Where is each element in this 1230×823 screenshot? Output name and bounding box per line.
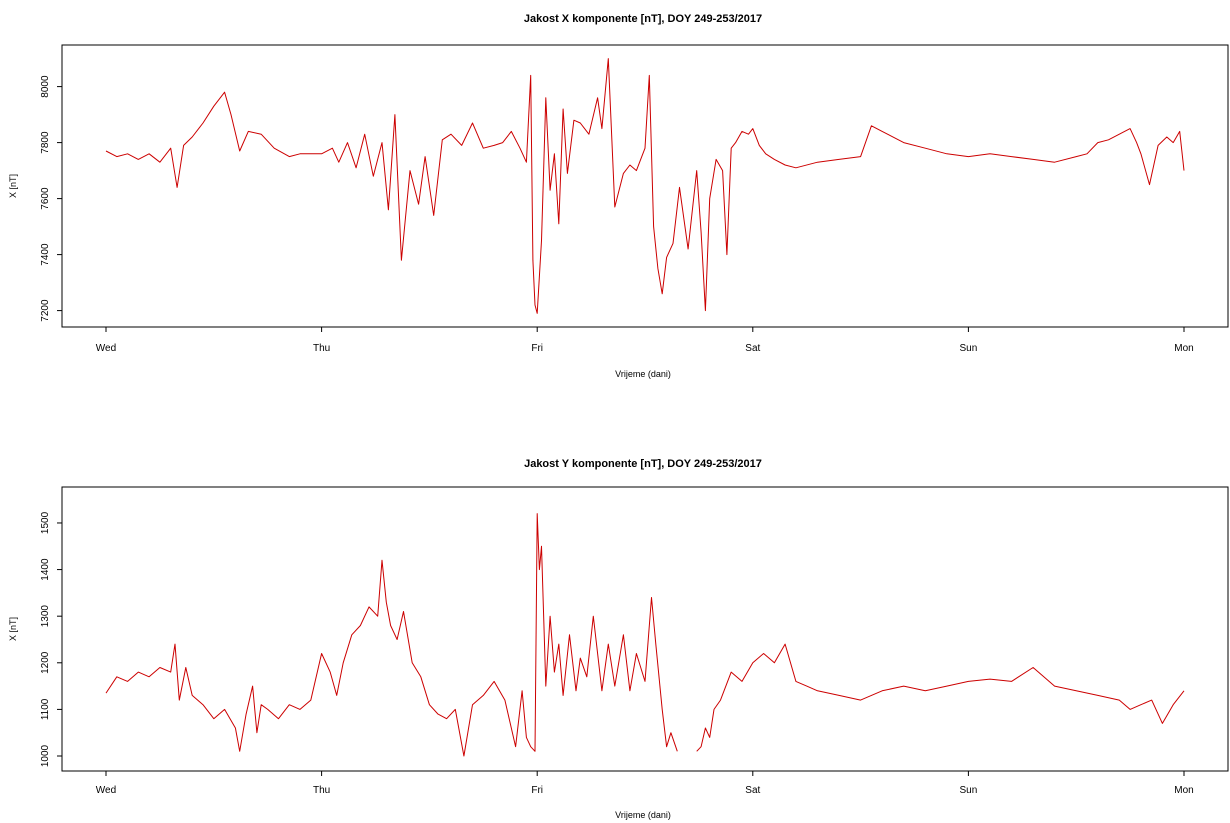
x-axis-label: Vrijeme (dani) [615, 810, 671, 820]
chart-title: Jakost Y komponente [nT], DOY 249-253/20… [524, 458, 762, 470]
x-tick-label: Fri [531, 785, 543, 796]
x-tick-label: Wed [96, 343, 116, 354]
y-tick-label: 7600 [40, 187, 51, 210]
y-axis-label: X [nT] [8, 174, 18, 198]
series-line [105, 513, 1185, 757]
chart-panel-x: Jakost X komponente [nT], DOY 249-253/20… [8, 13, 1229, 379]
series-group [105, 513, 1185, 757]
y-tick-label: 1100 [40, 698, 51, 720]
chart-title: Jakost X komponente [nT], DOY 249-253/20… [524, 13, 762, 25]
y-tick-label: 7200 [40, 299, 51, 322]
x-tick-label: Thu [313, 343, 330, 354]
x-tick-label: Sat [745, 785, 760, 796]
y-tick-label: 1300 [40, 605, 51, 628]
x-axis: Wed Thu Fri Sat Sun Mon [96, 771, 1194, 796]
y-axis: 7200 7400 7600 7800 8000 [40, 75, 62, 322]
series-group [105, 58, 1185, 314]
x-tick-label: Thu [313, 785, 330, 796]
x-tick-label: Sat [745, 343, 760, 354]
y-axis-label: X [nT] [8, 617, 18, 641]
x-axis: Wed Thu Fri Sat Sun Mon [96, 327, 1194, 354]
x-tick-label: Fri [531, 343, 543, 354]
plot-frame [61, 486, 1229, 772]
y-tick-label: 7400 [40, 243, 51, 266]
series-line [105, 58, 1185, 314]
y-tick-label: 1200 [40, 651, 51, 674]
y-tick-label: 1400 [40, 558, 51, 581]
x-tick-label: Sun [960, 785, 978, 796]
x-tick-label: Sun [960, 343, 978, 354]
y-tick-label: 7800 [40, 131, 51, 154]
x-axis-label: Vrijeme (dani) [615, 369, 671, 379]
chart-panel-y: Jakost Y komponente [nT], DOY 249-253/20… [8, 458, 1229, 820]
y-axis: 1000 1100 1200 1300 1400 1500 [40, 511, 62, 767]
y-tick-label: 1500 [40, 511, 51, 534]
x-tick-label: Mon [1174, 785, 1193, 796]
x-tick-label: Mon [1174, 343, 1193, 354]
y-tick-label: 1000 [40, 744, 51, 767]
x-tick-label: Wed [96, 785, 116, 796]
y-tick-label: 8000 [40, 75, 51, 98]
plot-frame [61, 44, 1229, 328]
